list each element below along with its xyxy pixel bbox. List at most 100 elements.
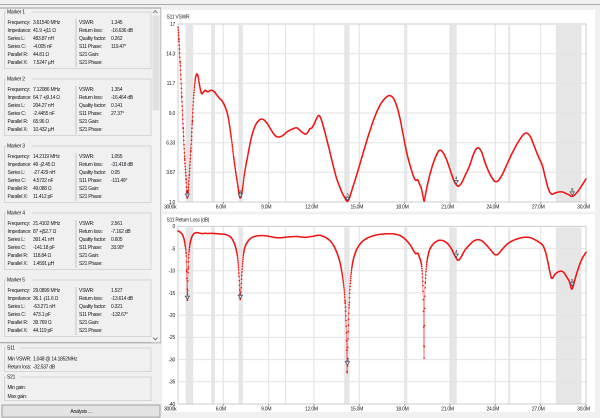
svg-text:-2.4455 nF: -2.4455 nF — [33, 111, 55, 117]
svg-text:473.1 pF: 473.1 pF — [33, 312, 51, 318]
svg-text:Parallel R:: Parallel R: — [8, 52, 28, 58]
svg-text:Parallel R:: Parallel R: — [8, 186, 28, 192]
svg-text:0.262: 0.262 — [111, 36, 123, 42]
svg-text:Marker 3: Marker 3 — [7, 144, 25, 150]
svg-text:Series C:: Series C: — [8, 245, 26, 251]
svg-text:Return loss:: Return loss: — [79, 296, 103, 302]
svg-text:5: 5 — [571, 278, 574, 283]
svg-text:S21 Phase:: S21 Phase: — [79, 194, 102, 200]
svg-text:-16.636 dB: -16.636 dB — [111, 28, 134, 34]
svg-text:4.5722 nF: 4.5722 nF — [33, 178, 53, 184]
svg-text:1.354: 1.354 — [111, 87, 123, 93]
svg-text:Quality factor:: Quality factor: — [79, 304, 106, 310]
svg-text:36.1 -j11.6 Ω: 36.1 -j11.6 Ω — [33, 296, 59, 302]
svg-text:Parallel X:: Parallel X: — [8, 127, 28, 133]
svg-text:65.96 Ω: 65.96 Ω — [33, 119, 49, 125]
svg-text:-4.005 nF: -4.005 nF — [33, 44, 52, 50]
svg-text:S21 Gain:: S21 Gain: — [79, 52, 99, 58]
svg-text:4: 4 — [455, 249, 458, 254]
svg-text:29.0899 MHz: 29.0899 MHz — [33, 288, 61, 294]
svg-text:18.0M: 18.0M — [396, 407, 409, 413]
svg-text:Quality factor:: Quality factor: — [79, 103, 106, 109]
svg-text:Return loss:: Return loss: — [79, 28, 103, 34]
svg-text:-132.67°: -132.67° — [111, 312, 128, 318]
svg-text:S11 Phase:: S11 Phase: — [79, 44, 102, 50]
svg-text:Parallel X:: Parallel X: — [8, 60, 28, 66]
svg-text:S11 VSWR: S11 VSWR — [167, 15, 191, 21]
svg-text:4: 4 — [455, 176, 458, 181]
svg-text:-5: -5 — [171, 246, 175, 252]
svg-text:24.0M: 24.0M — [486, 407, 499, 413]
svg-text:S11 Phase:: S11 Phase: — [79, 111, 102, 117]
svg-text:15.0M: 15.0M — [350, 205, 363, 211]
svg-text:Frequency:: Frequency: — [8, 221, 31, 227]
svg-text:9.0M: 9.0M — [261, 205, 271, 211]
svg-text:12.0M: 12.0M — [305, 205, 318, 211]
svg-text:3000k: 3000k — [164, 407, 177, 413]
svg-text:-32.537 dB: -32.537 dB — [33, 365, 56, 371]
svg-text:Series C:: Series C: — [8, 312, 26, 318]
svg-text:-40: -40 — [169, 402, 176, 408]
svg-text:483.87 nH: 483.87 nH — [33, 36, 54, 42]
svg-text:30.0M: 30.0M — [577, 205, 590, 211]
svg-text:44.81 Ω: 44.81 Ω — [33, 52, 49, 58]
svg-text:S21 Gain:: S21 Gain: — [79, 320, 99, 326]
svg-text:Impedance:: Impedance: — [8, 95, 32, 101]
svg-text:S21 Gain:: S21 Gain: — [79, 186, 99, 192]
svg-text:Impedance:: Impedance: — [8, 162, 32, 168]
svg-text:15.0M: 15.0M — [350, 407, 363, 413]
svg-text:VSWR:: VSWR: — [79, 221, 94, 227]
svg-text:Marker 2: Marker 2 — [7, 77, 25, 83]
svg-text:0.141: 0.141 — [111, 103, 123, 109]
svg-text:Impedance:: Impedance: — [8, 296, 32, 302]
svg-text:49 -j2.45 Ω: 49 -j2.45 Ω — [33, 162, 55, 168]
svg-text:2.561: 2.561 — [111, 221, 123, 227]
svg-text:118.84 Ω: 118.84 Ω — [33, 253, 52, 259]
svg-text:S21 Phase:: S21 Phase: — [79, 127, 102, 133]
svg-text:1: 1 — [186, 189, 189, 194]
svg-text:S21 Phase:: S21 Phase: — [79, 328, 102, 334]
svg-text:87 +j52.7 Ω: 87 +j52.7 Ω — [33, 229, 57, 235]
svg-text:2: 2 — [239, 189, 242, 194]
svg-text:VSWR:: VSWR: — [79, 87, 94, 93]
svg-text:391.41 nH: 391.41 nH — [33, 237, 54, 243]
svg-text:Marker 5: Marker 5 — [7, 278, 25, 284]
svg-text:-111.49°: -111.49° — [111, 178, 127, 184]
svg-text:17: 17 — [170, 22, 176, 28]
svg-text:41.9 +j11 Ω: 41.9 +j11 Ω — [33, 28, 56, 34]
svg-text:Parallel X:: Parallel X: — [8, 328, 28, 334]
svg-text:1.0: 1.0 — [169, 200, 176, 206]
svg-text:1.345: 1.345 — [111, 20, 123, 26]
svg-text:119.47°: 119.47° — [111, 44, 126, 50]
svg-text:Frequency:: Frequency: — [8, 20, 31, 26]
svg-text:-20: -20 — [169, 313, 176, 319]
svg-text:-27.429 nH: -27.429 nH — [33, 170, 56, 176]
svg-text:S11 Phase:: S11 Phase: — [79, 312, 102, 318]
svg-text:9.0M: 9.0M — [261, 407, 271, 413]
svg-text:49.088 Ω: 49.088 Ω — [33, 186, 52, 192]
svg-text:Series C:: Series C: — [8, 44, 26, 50]
svg-text:Parallel X:: Parallel X: — [8, 194, 28, 200]
svg-text:2: 2 — [239, 290, 242, 295]
svg-text:21.0M: 21.0M — [441, 407, 454, 413]
svg-text:Series L:: Series L: — [8, 237, 25, 243]
svg-text:-7.162 dB: -7.162 dB — [111, 229, 131, 235]
svg-text:Parallel R:: Parallel R: — [8, 253, 28, 259]
svg-text:14.3: 14.3 — [166, 52, 175, 58]
svg-text:12.0M: 12.0M — [305, 407, 318, 413]
svg-text:Series L:: Series L: — [8, 103, 25, 109]
svg-text:Parallel X:: Parallel X: — [8, 261, 28, 267]
svg-text:6.0M: 6.0M — [216, 407, 226, 413]
svg-text:-30: -30 — [169, 357, 176, 363]
svg-text:1.055: 1.055 — [111, 154, 123, 160]
svg-text:-15: -15 — [169, 291, 176, 297]
svg-text:S21 Phase:: S21 Phase: — [79, 261, 102, 267]
svg-text:S21 Gain:: S21 Gain: — [79, 253, 99, 259]
svg-text:Parallel R:: Parallel R: — [8, 320, 28, 326]
svg-text:3: 3 — [346, 357, 349, 362]
svg-text:1: 1 — [186, 291, 189, 296]
svg-text:Series L:: Series L: — [8, 304, 25, 310]
svg-text:Series L:: Series L: — [8, 36, 25, 42]
svg-text:9.0: 9.0 — [169, 111, 176, 117]
svg-text:S11 Return Loss (dB): S11 Return Loss (dB) — [167, 218, 210, 224]
